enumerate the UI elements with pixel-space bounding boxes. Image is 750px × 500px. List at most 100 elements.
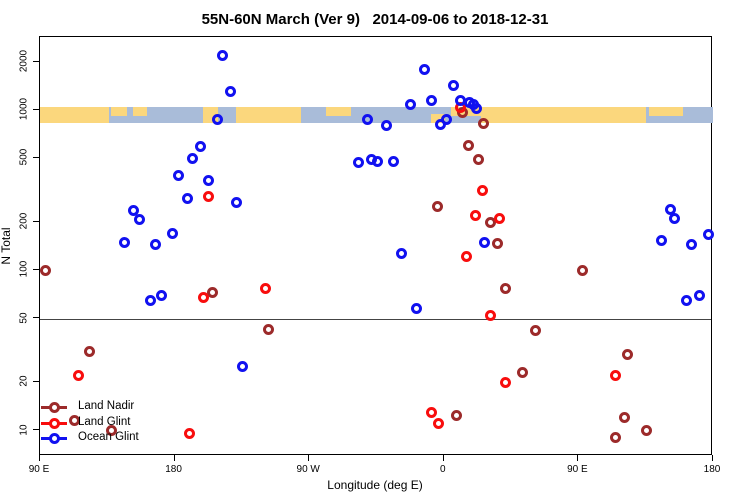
data-point-ocean-glint [362,114,374,126]
y-axis-tick-label: 1000 [18,98,30,121]
data-point-ocean-glint [211,114,223,126]
data-point-land-nadir [619,412,631,424]
legend-marker-circle [49,433,60,444]
x-axis-label: Longitude (deg E) [327,478,423,492]
data-point-land-nadir [492,237,504,249]
y-axis-tick [33,220,39,222]
data-point-land-glint [477,185,489,197]
data-point-land-nadir [83,346,95,358]
data-point-land-glint [460,251,472,263]
x-axis-tick-label: 0 [440,464,446,475]
y-axis-tick-label: 200 [18,212,30,230]
data-point-ocean-glint [127,205,139,217]
data-point-land-nadir [105,425,117,437]
data-point-land-glint [499,376,511,388]
y-axis-tick-label: 2000 [18,49,30,73]
legend-label: Land Glint [78,415,131,428]
data-point-ocean-glint [668,213,680,225]
data-point-land-nadir [432,201,444,213]
x-axis-tick-label: 90 E [567,464,588,475]
legend-label: Land Nadir [78,400,135,412]
data-point-land-nadir [39,264,51,276]
x-axis-tick [39,455,40,461]
data-point-ocean-glint [231,197,243,209]
x-axis-tick-label: 90 E [28,464,50,475]
data-point-land-glint [469,210,481,222]
data-point-land-nadir [477,117,489,129]
data-point-ocean-glint [425,95,437,106]
data-point-ocean-glint [395,248,407,260]
data-point-ocean-glint [194,141,206,153]
plot-box: Land Nadir Land Glint Ocean Glint [39,36,714,455]
y-axis-tick [33,156,39,158]
map-strip-land-segment [111,106,127,116]
data-point-land-nadir [500,283,512,295]
data-point-ocean-glint [441,114,453,126]
data-point-ocean-glint [187,152,199,164]
data-point-ocean-glint [418,63,430,75]
legend-item-ocean-glint: Ocean Glint [41,431,191,445]
map-strip-land-segment [132,106,147,116]
data-point-ocean-glint [694,289,706,301]
chart-title: 55N-60N March (Ver 9) 2014-09-06 to 2018… [201,11,549,28]
y-axis-tick [33,429,39,431]
y-axis-tick [33,380,39,382]
data-point-land-nadir [529,325,541,337]
data-point-land-nadir [610,432,622,444]
data-point-land-glint [609,370,621,382]
data-point-ocean-glint [237,361,249,373]
y-axis-tick-label: 50 [18,312,30,324]
data-point-land-nadir [516,367,528,379]
data-point-land-glint [197,291,209,303]
x-axis-tick [577,455,579,461]
data-point-ocean-glint [149,239,161,251]
data-point-land-nadir [68,415,80,427]
legend-item-land-nadir: Land Nadir [41,400,191,414]
y-axis-tick-label: 100 [18,261,30,278]
legend-marker-circle [49,417,60,429]
map-strip-land-segment [325,106,352,116]
data-point-land-glint [426,406,438,418]
data-point-ocean-glint [388,155,400,167]
data-point-ocean-glint [478,236,490,248]
data-point-ocean-glint [145,294,157,306]
legend-label: Ocean Glint [78,431,139,443]
x-axis-tick-label: 180 [165,464,182,475]
data-point-ocean-glint [216,49,228,61]
data-point-land-glint [202,190,214,202]
data-point-land-nadir [621,348,633,360]
y-axis-tick [33,60,39,62]
y-axis-tick-label: 20 [18,375,30,387]
data-point-ocean-glint [655,235,667,247]
data-point-land-glint [485,310,497,322]
data-point-land-nadir [451,409,462,421]
map-strip-land-segment [481,106,646,124]
data-point-ocean-glint [471,102,483,114]
x-axis-tick [173,455,175,461]
x-axis-tick [442,455,444,461]
data-point-ocean-glint [448,79,460,91]
data-point-ocean-glint [202,174,214,186]
data-point-ocean-glint [681,294,693,306]
x-axis-tick [712,455,713,461]
data-point-land-nadir [576,264,588,276]
y-axis-tick [33,317,39,319]
x-axis-tick-label: 180 [703,464,721,475]
data-point-ocean-glint [410,302,422,314]
map-strip-land-segment [648,106,684,116]
data-point-land-glint [260,283,272,295]
data-point-land-nadir [640,425,652,437]
data-point-land-glint [493,213,505,225]
data-point-ocean-glint [181,193,193,205]
legend-item-land-glint: Land Glint [41,416,191,430]
data-point-land-nadir [472,154,484,166]
map-strip-land-segment [40,106,109,124]
data-point-land-glint [184,427,196,439]
x-axis-tick-label: 90 W [296,464,320,475]
data-point-land-nadir [262,323,274,335]
data-point-land-glint [72,370,84,382]
data-point-ocean-glint [156,289,168,301]
data-point-ocean-glint [225,86,237,98]
data-point-ocean-glint [703,228,714,240]
